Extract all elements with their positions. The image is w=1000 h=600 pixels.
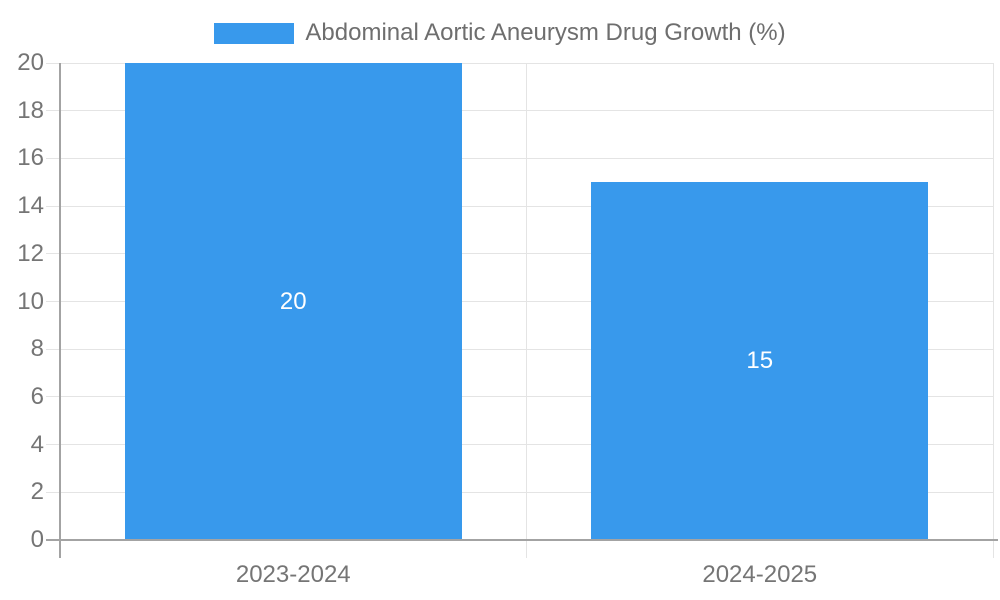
y-tick-label: 0: [30, 526, 44, 553]
y-gridline: [46, 301, 993, 302]
y-tick-label: 18: [17, 96, 44, 124]
y-gridline: [46, 157, 993, 159]
y-gridline: [46, 62, 993, 64]
category-boundary-gridline: [992, 63, 994, 558]
y-gridline: [46, 253, 993, 255]
y-gridline: [46, 110, 993, 112]
bar-value-label: 15: [746, 347, 774, 375]
y-tick-label: 14: [17, 192, 44, 220]
legend-swatch: [214, 22, 295, 44]
chart-legend[interactable]: Abdominal Aortic Aneurysm Drug Growth (%…: [0, 19, 1000, 47]
y-gridline: [46, 348, 993, 350]
y-tick-label: 4: [30, 430, 44, 458]
y-tick-label: 20: [17, 49, 44, 76]
y-gridline: [46, 205, 993, 207]
legend-label: Abdominal Aortic Aneurysm Drug Growth (%…: [305, 19, 786, 46]
y-tick-label: 16: [17, 144, 44, 172]
x-tick-label: 2024-2025: [702, 561, 818, 588]
y-tick-label: 2: [30, 478, 44, 506]
category-boundary-gridline: [526, 63, 527, 558]
y-axis-line: [59, 63, 61, 558]
bar-value-label: 20: [279, 287, 307, 315]
y-gridline: [46, 444, 993, 446]
y-tick-label: 6: [30, 382, 44, 410]
bar-2023-2024[interactable]: [124, 63, 462, 540]
y-gridline: [46, 396, 993, 398]
x-axis-line: [46, 539, 998, 541]
x-tick-label: 2023-2024: [235, 561, 351, 588]
y-tick-label: 8: [30, 335, 44, 363]
y-tick-label: 10: [17, 287, 44, 315]
y-tick-label: 12: [17, 239, 44, 267]
bar-2024-2025[interactable]: [591, 182, 929, 540]
y-gridline: [46, 491, 993, 493]
